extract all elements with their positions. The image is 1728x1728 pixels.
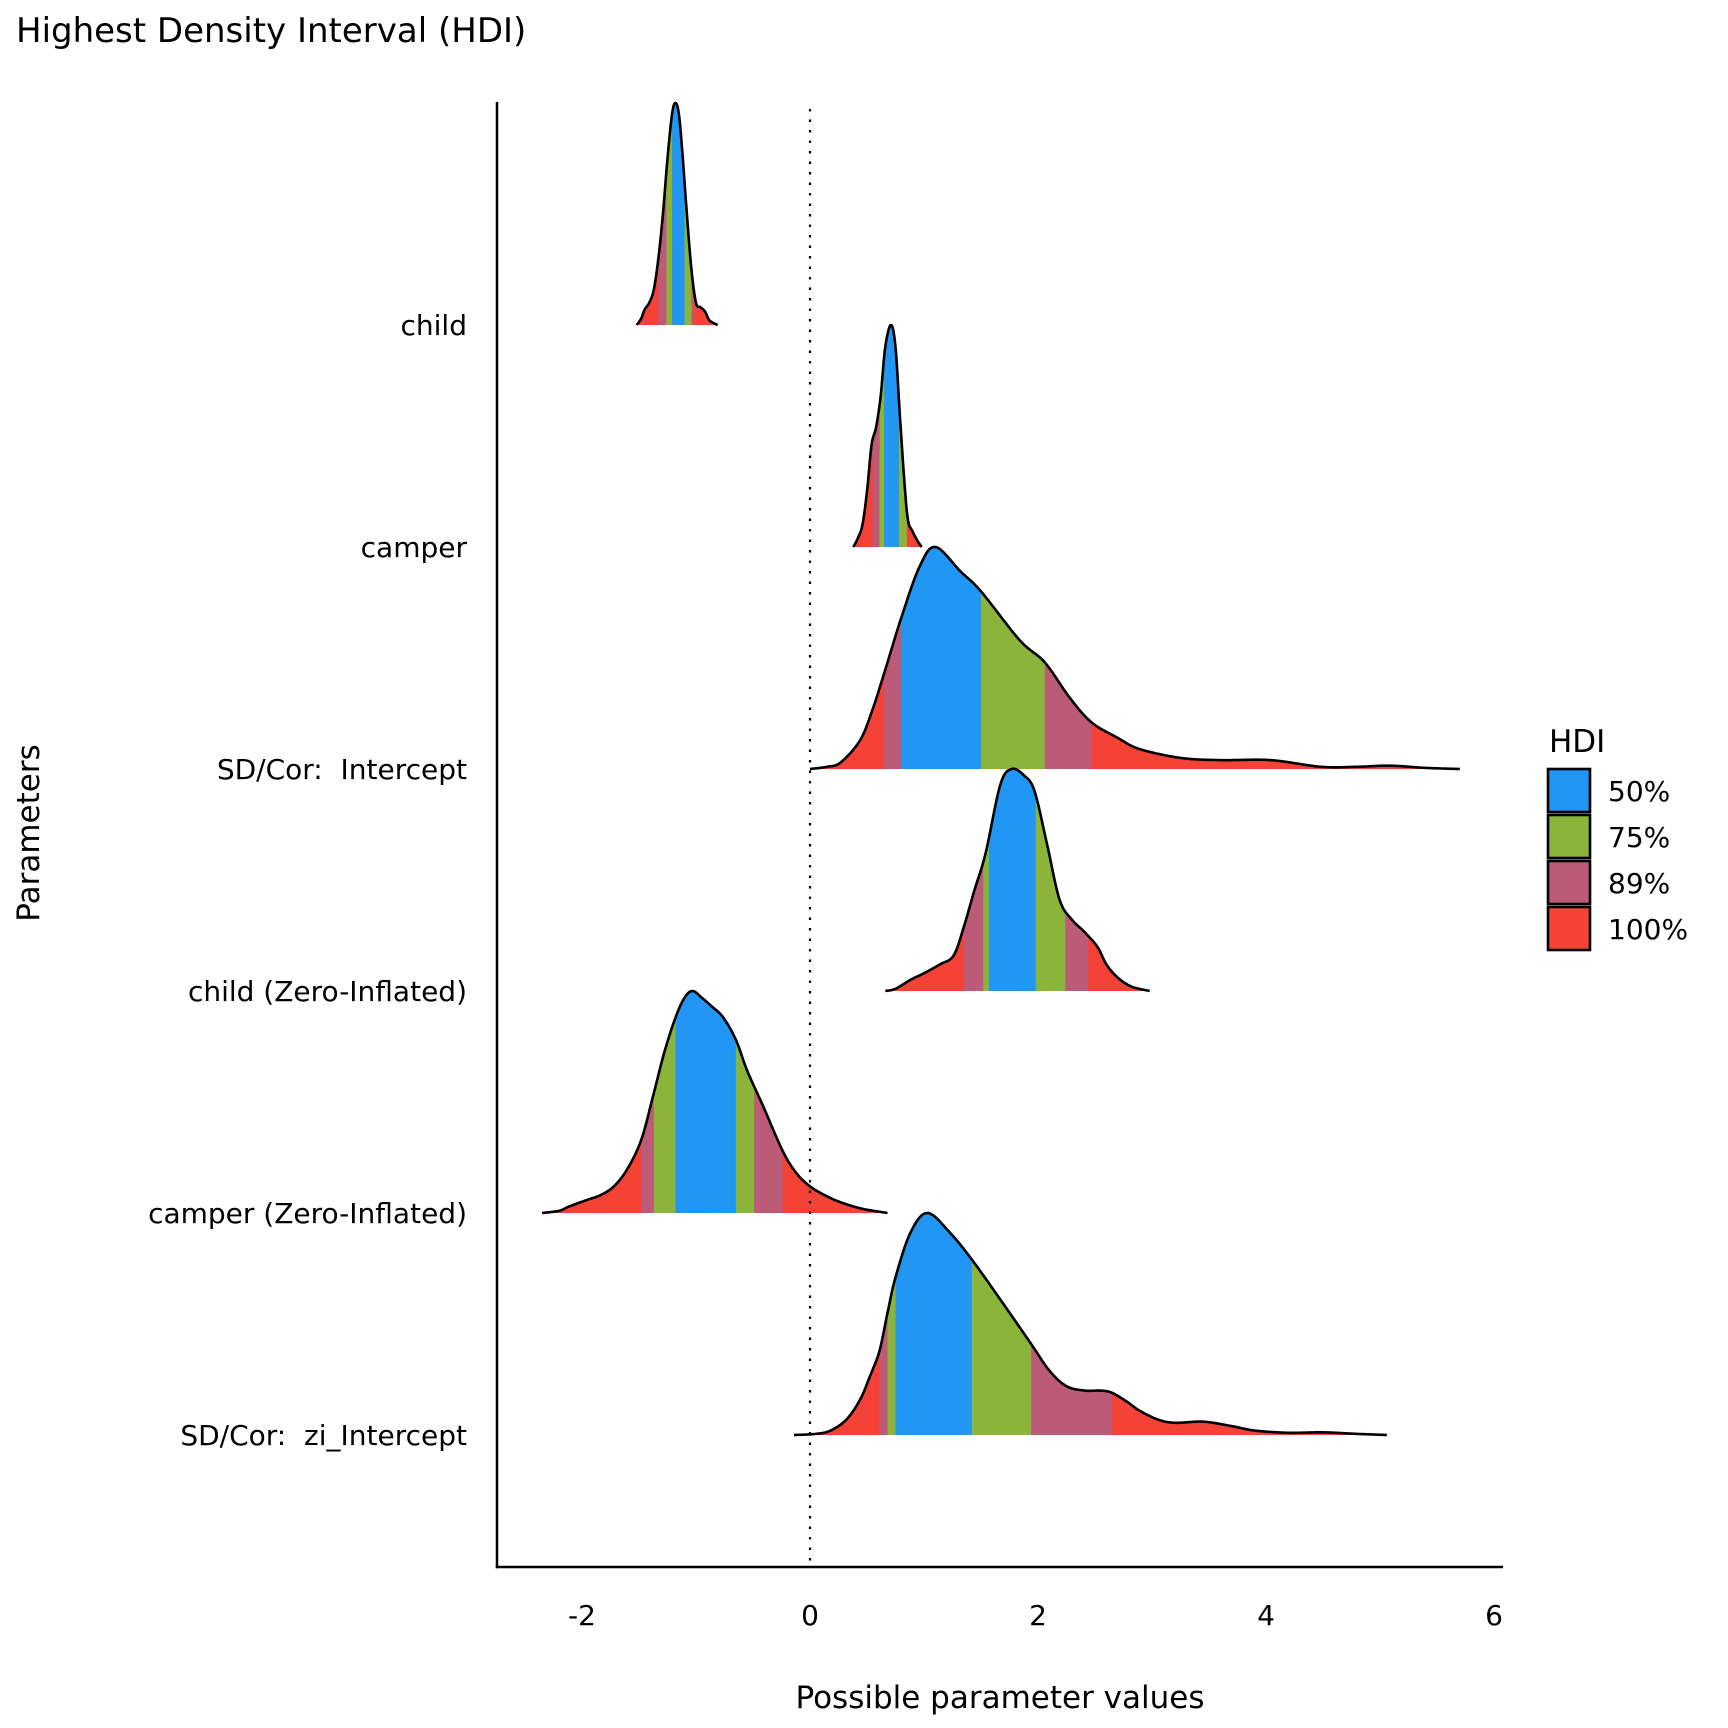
density-outline	[809, 545, 1461, 771]
x-tick-label: 0	[801, 1599, 819, 1632]
legend-item-50pct: 50%	[1546, 767, 1670, 814]
hdi-band-89pct	[872, 325, 881, 547]
hdi-band-50pct	[675, 991, 737, 1213]
legend-label: 75%	[1608, 821, 1670, 854]
hdi-band-50pct	[988, 768, 1037, 991]
y-tick-label: child (Zero-Inflated)	[188, 975, 467, 1008]
density-outline	[541, 989, 889, 1215]
legend-items: 50% 75% 89% 100%	[1546, 767, 1688, 952]
x-tick-label: 4	[1257, 1599, 1275, 1632]
y-tick-label: SD/Cor: zi_Intercept	[180, 1419, 467, 1452]
chart-title: Highest Density Interval (HDI)	[16, 11, 526, 51]
density-outline	[793, 1211, 1388, 1437]
legend-label: 89%	[1608, 867, 1670, 900]
x-axis-title: Possible parameter values	[795, 1680, 1204, 1716]
y-tick-labels: child camper SD/Cor: Intercept child (Zero-…	[148, 309, 467, 1452]
x-tick-label: -2	[568, 1599, 596, 1632]
x-tick-labels: -2 0 2 4 6	[568, 1599, 1503, 1632]
y-tick-label: camper (Zero-Inflated)	[148, 1197, 467, 1230]
hdi-band-50pct	[895, 1213, 973, 1435]
legend-swatch	[1546, 767, 1592, 814]
legend-item-100pct: 100%	[1546, 905, 1688, 952]
legend-item-75pct: 75%	[1546, 813, 1670, 860]
y-tick-label: SD/Cor: Intercept	[217, 753, 467, 786]
density-outline	[635, 101, 719, 327]
hdi-band-50pct	[884, 325, 900, 547]
x-tick-label: 2	[1029, 1599, 1047, 1632]
x-tick-label: 6	[1485, 1599, 1503, 1632]
y-axis-title: Parameters	[11, 744, 47, 921]
density-outline	[852, 323, 923, 548]
legend-item-89pct: 89%	[1546, 859, 1670, 906]
legend-label: 50%	[1608, 775, 1670, 808]
legend-label: 100%	[1608, 913, 1688, 946]
hdi-band-75pct	[887, 1213, 897, 1435]
legend-title: HDI	[1549, 724, 1605, 760]
legend: HDI 50% 75% 89% 100%	[1546, 724, 1688, 952]
hdi-band-75pct	[879, 325, 885, 547]
legend-swatch	[1546, 813, 1592, 860]
y-tick-label: camper	[361, 531, 468, 564]
density-outline	[884, 767, 1151, 993]
legend-swatch	[1546, 859, 1592, 906]
hdi-band-75pct	[666, 103, 673, 325]
hdi-band-50pct	[901, 546, 982, 769]
hdi-band-75pct	[983, 768, 990, 991]
y-tick-label: child	[401, 309, 467, 342]
legend-swatch	[1546, 905, 1592, 952]
